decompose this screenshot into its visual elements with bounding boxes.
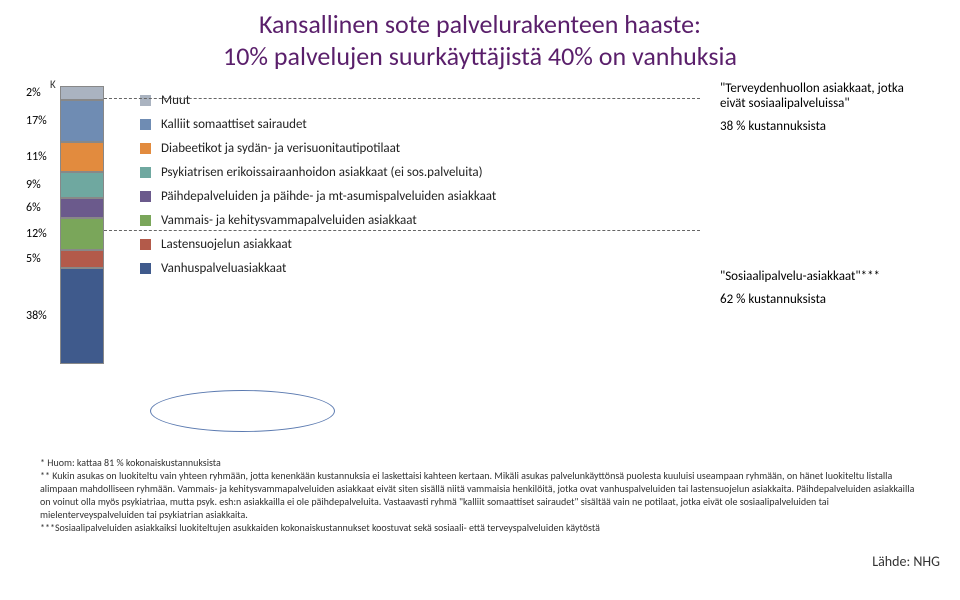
segment-label: 9% — [26, 178, 41, 192]
legend-item: Muut — [140, 93, 720, 108]
footnote-line: ***Sosiaalipalveluiden asiakkaiksi luoki… — [40, 521, 920, 534]
legend-swatch — [140, 263, 151, 274]
segment-label: 2% — [26, 86, 41, 100]
dashed-divider-mid — [104, 230, 700, 231]
legend-label: Psykiatrisen erikoissairaanhoidon asiakk… — [161, 165, 483, 180]
segment-label: 17% — [26, 114, 47, 128]
legend-label: Vanhuspalveluasiakkaat — [161, 261, 286, 276]
right-top-pct: 38 % kustannuksista — [720, 119, 925, 134]
footnote-line: ** Kukin asukas on luokiteltu vain yhtee… — [40, 469, 920, 521]
right-annotations: "Terveydenhuollon asiakkaat, jotka eivät… — [720, 76, 930, 446]
legend-swatch — [140, 95, 151, 106]
footnotes: * Huom: kattaa 81 % kokonaiskustannuksis… — [0, 446, 960, 534]
legend-swatch — [140, 239, 151, 250]
legend-label: Kalliit somaattiset sairaudet — [161, 117, 307, 132]
bar-segment — [60, 218, 104, 250]
source-label: Lähde: NHG — [872, 553, 940, 570]
bar-segment — [60, 142, 104, 172]
footnote-line: * Huom: kattaa 81 % kokonaiskustannuksis… — [40, 456, 920, 469]
legend-swatch — [140, 143, 151, 154]
legend-label: Lastensuojelun asiakkaat — [161, 237, 292, 252]
highlight-ellipse — [150, 390, 335, 432]
legend-item: Kalliit somaattiset sairaudet — [140, 117, 720, 132]
legend-label: Muut — [161, 93, 190, 108]
right-bottom-pct: 62 % kustannuksista — [720, 292, 925, 307]
y-axis-marker: K — [50, 78, 56, 91]
legend-column: Muut Kalliit somaattiset sairaudet Diabeet… — [100, 76, 720, 446]
title-line1: Kansallinen sote palvelurakenteen haaste… — [0, 8, 960, 40]
bar-segment — [60, 86, 104, 100]
legend-item: Vanhuspalveluasiakkaat — [140, 261, 720, 276]
main-content: K 2%17%11%9%6%12%5%38% MuutKalliit somaa… — [0, 76, 960, 446]
legend-label: Vammais- ja kehitysvammapalveluiden asia… — [161, 213, 417, 228]
right-bottom-group: "Sosiaalipalvelu-asiakkaat"*** — [720, 269, 925, 284]
segment-label: 6% — [26, 201, 41, 215]
legend-item: Lastensuojelun asiakkaat — [140, 237, 720, 252]
segment-label: 38% — [26, 309, 47, 323]
bar-segment — [60, 172, 104, 198]
right-top-group: "Terveydenhuollon asiakkaat, jotka eivät… — [720, 81, 925, 111]
legend-label: Diabeetikot ja sydän- ja verisuonitautip… — [161, 141, 400, 156]
legend-swatch — [140, 167, 151, 178]
stacked-bar — [60, 86, 104, 364]
bar-column: K 2%17%11%9%6%12%5%38% — [30, 86, 100, 446]
legend-swatch — [140, 215, 151, 226]
bar-segment — [60, 268, 104, 364]
legend-swatch — [140, 191, 151, 202]
legend-item: Psykiatrisen erikoissairaanhoidon asiakk… — [140, 165, 720, 180]
segment-label: 11% — [26, 150, 47, 164]
dashed-divider-top — [104, 98, 700, 99]
title-line2: 10% palvelujen suurkäyttäjistä 40% on va… — [0, 40, 960, 72]
legend-item: Vammais- ja kehitysvammapalveluiden asia… — [140, 213, 720, 228]
legend-label: Päihdepalveluiden ja päihde- ja mt-asumi… — [161, 189, 496, 204]
legend-swatch — [140, 119, 151, 130]
bar-segment — [60, 100, 104, 142]
bar-segment — [60, 198, 104, 218]
legend-item: Päihdepalveluiden ja päihde- ja mt-asumi… — [140, 189, 720, 204]
legend-item: Diabeetikot ja sydän- ja verisuonitautip… — [140, 141, 720, 156]
bar-segment — [60, 250, 104, 268]
page-title: Kansallinen sote palvelurakenteen haaste… — [0, 0, 960, 76]
segment-label: 5% — [26, 252, 41, 266]
segment-label: 12% — [26, 227, 47, 241]
